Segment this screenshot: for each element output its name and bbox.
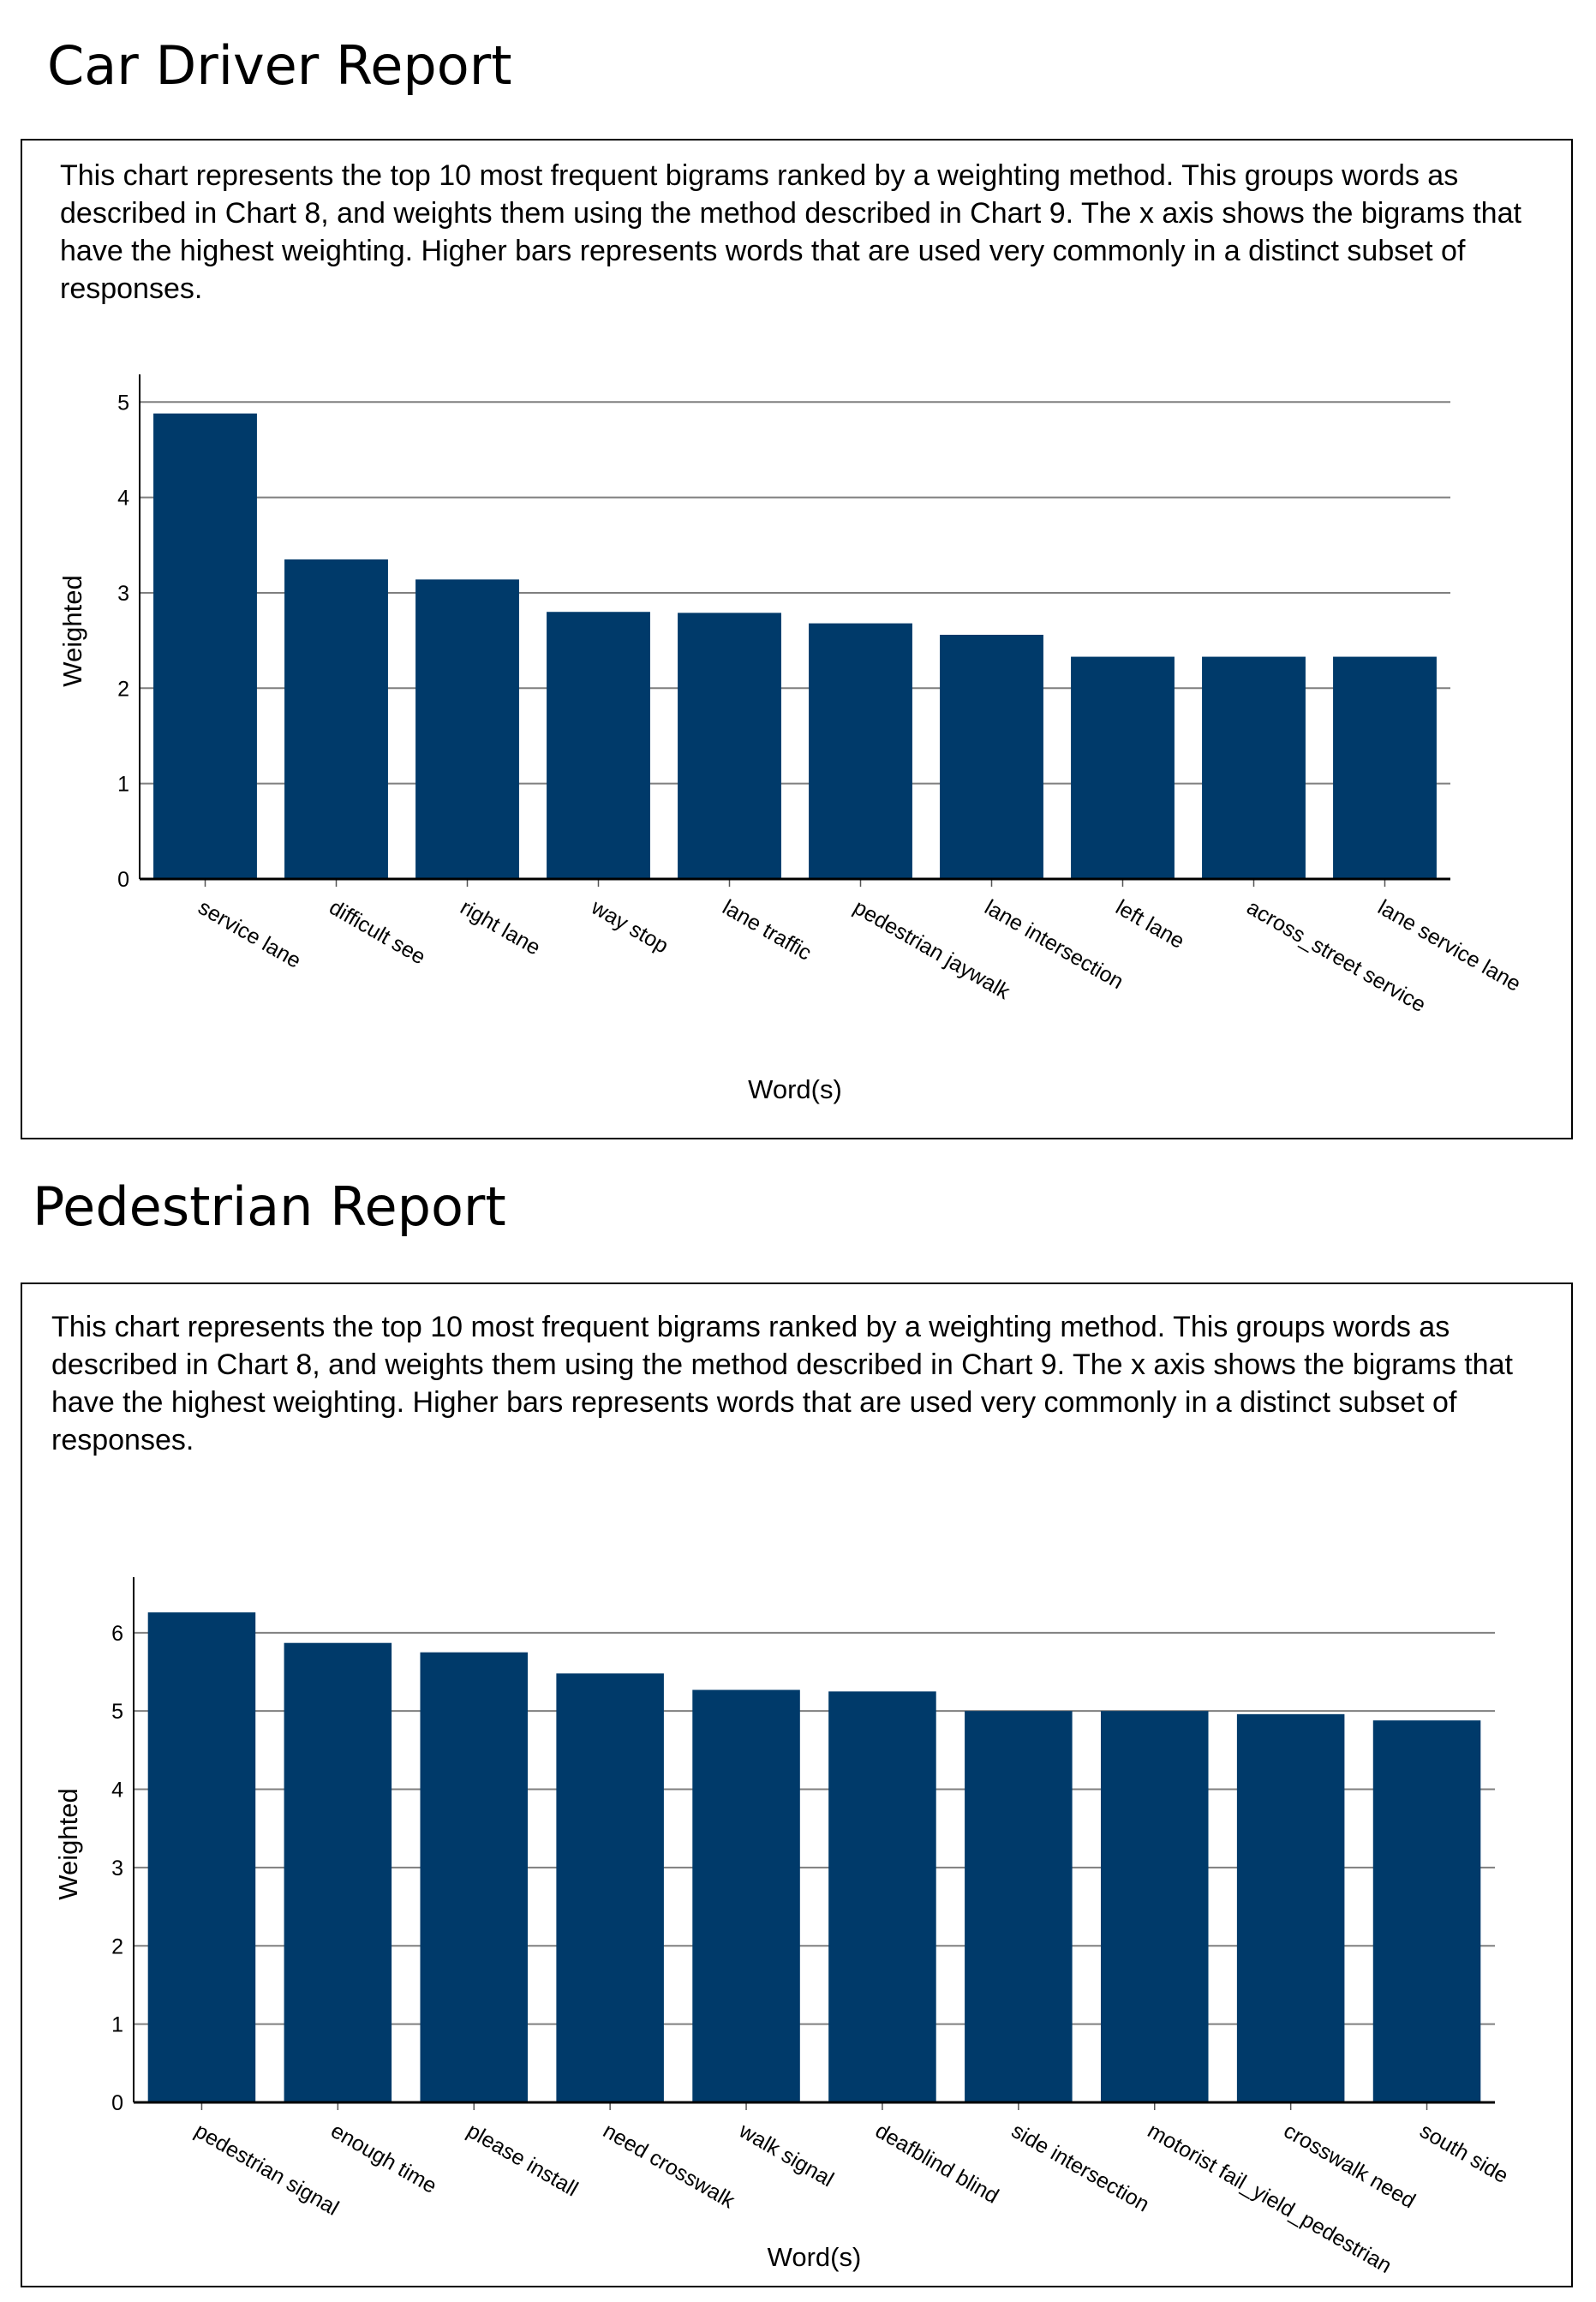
x-tick-label: side intersection [1007,2119,1153,2217]
x-tick-label: enough time [326,2119,440,2198]
x-tick-label: deafblind blind [871,2119,1003,2209]
pedestrian-chart-description: This chart represents the top 10 most fr… [51,1311,1513,1456]
bar-south-side [1372,1720,1481,2102]
x-axis-title: Word(s) [768,2242,862,2272]
bar-need-crosswalk [556,1673,664,2102]
x-tick-label: service lane [194,895,306,973]
car-driver-chart-description: This chart represents the top 10 most fr… [60,159,1521,305]
bar-left-lane [1071,656,1175,879]
x-tick-label: walk signal [734,2118,838,2191]
bar-pedestrian-jaywalk [809,623,912,879]
y-axis-title: Weighted [53,1788,83,1899]
bar-deafblind-blind [828,1691,936,2102]
y-tick-label: 0 [117,868,129,892]
y-tick-label: 6 [111,1622,123,1646]
bar-enough-time [284,1642,392,2102]
bar-walk-signal [692,1689,800,2102]
pedestrian-chart-panel [21,1283,1573,2287]
x-tick-label: pedestrian signal [190,2119,343,2221]
y-tick-label: 4 [111,1779,123,1803]
car-driver-chart-panel [21,139,1573,1139]
x-tick-label: right lane [457,895,545,960]
pedestrian-report-title: Pedestrian Report [33,1175,506,1238]
y-tick-label: 5 [111,1700,123,1724]
bar-lane-traffic [678,613,781,879]
car-driver-report-title: Car Driver Report [47,34,512,97]
y-tick-label: 5 [117,391,129,415]
bar-service-lane [153,413,257,880]
x-tick-label: motorist fail_yield_pedestrian [1144,2119,1396,2278]
bar-difficult-see [284,559,388,879]
x-tick-label: south side [1416,2119,1513,2188]
y-tick-label: 2 [111,1934,123,1958]
bar-way-stop [547,612,650,879]
x-tick-label: way stop [587,894,672,958]
x-tick-label: please install [463,2119,582,2202]
bar-lane-service-lane [1333,656,1437,879]
y-tick-label: 3 [111,1857,123,1880]
y-tick-label: 1 [117,773,129,797]
bar-across-street-service [1202,656,1306,879]
x-tick-label: lane traffic [719,895,816,966]
bar-side-intersection [965,1711,1073,2102]
x-tick-label: left lane [1112,895,1189,954]
bar-lane-intersection [940,634,1043,879]
bar-please-install [420,1652,529,2102]
x-axis-title: Word(s) [748,1074,842,1104]
bar-pedestrian-signal [147,1612,256,2102]
x-tick-label: difficult see [326,895,430,970]
x-tick-label: crosswalk need [1280,2119,1420,2213]
bar-right-lane [415,579,519,879]
x-tick-label: need crosswalk [599,2119,739,2214]
bar-motorist-fail-yield-pedestrian [1100,1711,1209,2102]
y-tick-label: 2 [117,677,129,701]
y-tick-label: 4 [117,487,129,511]
y-tick-label: 0 [111,2091,123,2115]
y-tick-label: 3 [117,582,129,606]
y-axis-title: Weighted [57,575,87,686]
bar-crosswalk-need [1236,1713,1345,2102]
y-tick-label: 1 [111,2013,123,2037]
